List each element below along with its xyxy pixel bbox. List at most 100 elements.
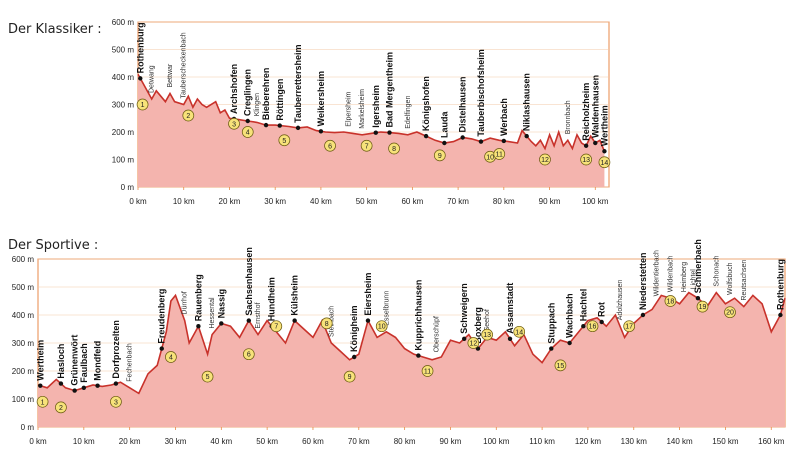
klassiker-town-label: Archshofen bbox=[229, 64, 239, 114]
sportive-village-label: Oberschüpf bbox=[434, 316, 441, 352]
klassiker-town-dot bbox=[263, 122, 269, 128]
klassiker-x-tick-label: 10 km bbox=[173, 197, 195, 206]
sportive-town-dot bbox=[72, 388, 77, 393]
sportive-town-label: Königheim bbox=[349, 306, 359, 353]
sportive-town-dot bbox=[462, 336, 467, 341]
sportive-waypoint-number: 12 bbox=[469, 341, 477, 348]
sportive-town-dot bbox=[219, 321, 224, 326]
sportive-waypoint-circle bbox=[623, 320, 636, 333]
sportive-town-label: Rothenburg bbox=[775, 259, 785, 310]
klassiker-waypoint-marker: 11 bbox=[493, 148, 506, 160]
sportive-waypoint-circle bbox=[696, 300, 709, 313]
sportive-town-dot bbox=[196, 324, 201, 329]
klassiker-y-tick-label: 500 m bbox=[112, 46, 135, 55]
klassiker-x-tick-label: 70 km bbox=[447, 197, 469, 206]
sportive-waypoint-circle bbox=[242, 348, 255, 361]
sportive-waypoint-marker: 8 bbox=[320, 317, 333, 330]
chart-title-klassiker: Der Klassiker : bbox=[8, 22, 102, 37]
sportive-x-tick-label: 20 km bbox=[119, 437, 141, 446]
sportive-waypoint-marker: 13 bbox=[481, 328, 493, 341]
klassiker-y-tick-label: 600 m bbox=[112, 18, 135, 27]
klassiker-village-label: Tauberscheckenbach bbox=[181, 32, 188, 98]
klassiker-waypoint-circle bbox=[539, 153, 551, 166]
klassiker-town-dot bbox=[423, 133, 429, 139]
sportive-waypoint-number: 20 bbox=[726, 310, 734, 317]
sportive-waypoint-number: 9 bbox=[348, 374, 352, 381]
klassiker-x-tick-label: 100 km bbox=[582, 197, 609, 206]
klassiker-y-tick-label: 400 m bbox=[112, 73, 135, 82]
klassiker-town-label: Igersheim bbox=[371, 85, 381, 128]
klassiker-town-dot bbox=[602, 149, 607, 154]
klassiker-waypoint-number: 9 bbox=[438, 153, 442, 160]
sportive-town-label: Boxberg bbox=[473, 307, 483, 344]
sportive-village-label: Ernsthof bbox=[255, 302, 262, 328]
sportive-waypoint-circle bbox=[270, 320, 283, 333]
klassiker-town-dot bbox=[593, 140, 598, 146]
klassiker-village-label: Markelsheim bbox=[359, 89, 366, 129]
sportive-town-dot bbox=[352, 354, 357, 360]
sportive-waypoint-marker: 18 bbox=[664, 295, 677, 307]
sportive-town-dot bbox=[581, 324, 586, 329]
sportive-waypoint-number: 5 bbox=[206, 374, 210, 381]
klassiker-waypoint-number: 2 bbox=[186, 113, 190, 120]
sportive-town-label: Schweigern bbox=[459, 283, 469, 334]
klassiker-town-dot bbox=[387, 130, 392, 135]
klassiker-town-dot bbox=[478, 139, 484, 144]
klassiker-waypoint-marker: 4 bbox=[241, 126, 254, 138]
chart-title-sportive: Der Sportive : bbox=[8, 238, 99, 253]
sportive-village-label: Dürrhof bbox=[182, 291, 189, 314]
klassiker-waypoint-marker: 3 bbox=[228, 117, 240, 130]
klassiker-waypoint-circle bbox=[324, 139, 336, 152]
sportive-town-dot bbox=[246, 318, 252, 323]
sportive-waypoint-circle bbox=[375, 320, 388, 333]
klassiker-waypoint-marker: 13 bbox=[580, 153, 592, 166]
sportive-x-tick-label: 140 km bbox=[666, 437, 693, 446]
klassiker-town-label: Werbach bbox=[499, 98, 509, 136]
sportive-village-label: Reutsachsen bbox=[741, 260, 748, 301]
sportive-village-label: Wolfsbuch bbox=[727, 262, 734, 295]
klassiker-town-dot bbox=[373, 130, 378, 135]
klassiker-waypoint-number: 1 bbox=[141, 102, 145, 109]
sportive-town-label: Rot bbox=[597, 302, 607, 317]
sportive-town-label: Schmerbach bbox=[693, 239, 703, 293]
sportive-waypoint-number: 18 bbox=[667, 299, 675, 306]
klassiker-y-tick-label: 300 m bbox=[112, 101, 135, 110]
klassiker-waypoint-circle bbox=[360, 139, 373, 152]
sportive-town-dot bbox=[81, 385, 87, 390]
sportive-town-dot bbox=[159, 346, 164, 351]
klassiker-waypoint-marker: 14 bbox=[598, 156, 611, 169]
sportive-x-tick-label: 10 km bbox=[73, 437, 95, 446]
sportive-waypoint-marker: 12 bbox=[467, 337, 480, 349]
sportive-x-tick-label: 70 km bbox=[348, 437, 370, 446]
sportive-x-tick-label: 90 km bbox=[440, 437, 462, 446]
klassiker-waypoint-circle bbox=[182, 109, 195, 122]
klassiker-elevation-line bbox=[137, 73, 606, 152]
sportive-town-label: Faulbach bbox=[79, 343, 89, 383]
sportive-waypoint-marker: 16 bbox=[586, 320, 599, 333]
klassiker-town-dot bbox=[460, 135, 465, 140]
sportive-town-dot bbox=[292, 318, 297, 323]
sportive-town-label: Külsheim bbox=[290, 275, 300, 316]
sportive-town-dot bbox=[640, 312, 646, 318]
klassiker-town-label: Tauberbischofsheim bbox=[476, 49, 486, 136]
sportive-town-label: Hasloch bbox=[56, 344, 66, 379]
sportive-waypoint-marker: 1 bbox=[36, 395, 49, 408]
sportive-town-label: Niederstetten bbox=[638, 252, 648, 310]
klassiker-waypoint-marker: 5 bbox=[278, 134, 291, 147]
sportive-y-tick-label: 200 m bbox=[12, 367, 35, 376]
klassiker-waypoint-circle bbox=[388, 142, 400, 155]
sportive-waypoint-marker: 14 bbox=[513, 325, 526, 338]
sportive-x-tick-label: 100 km bbox=[483, 437, 510, 446]
klassiker-town-dot bbox=[295, 125, 301, 131]
sportive-town-label: Stuppach bbox=[546, 303, 556, 344]
sportive-town-dot bbox=[549, 346, 554, 351]
sportive-town-dot bbox=[416, 353, 421, 358]
klassiker-waypoint-marker: 2 bbox=[182, 109, 195, 122]
sportive-x-tick-label: 110 km bbox=[529, 437, 555, 446]
sportive-town-dot bbox=[58, 381, 64, 386]
sportive-y-tick-label: 500 m bbox=[12, 283, 35, 292]
klassiker-town-label: Waldenhausen bbox=[590, 75, 600, 138]
sportive-waypoint-circle bbox=[467, 337, 480, 349]
sportive-waypoint-circle bbox=[481, 328, 493, 341]
sportive-waypoint-circle bbox=[201, 370, 214, 383]
